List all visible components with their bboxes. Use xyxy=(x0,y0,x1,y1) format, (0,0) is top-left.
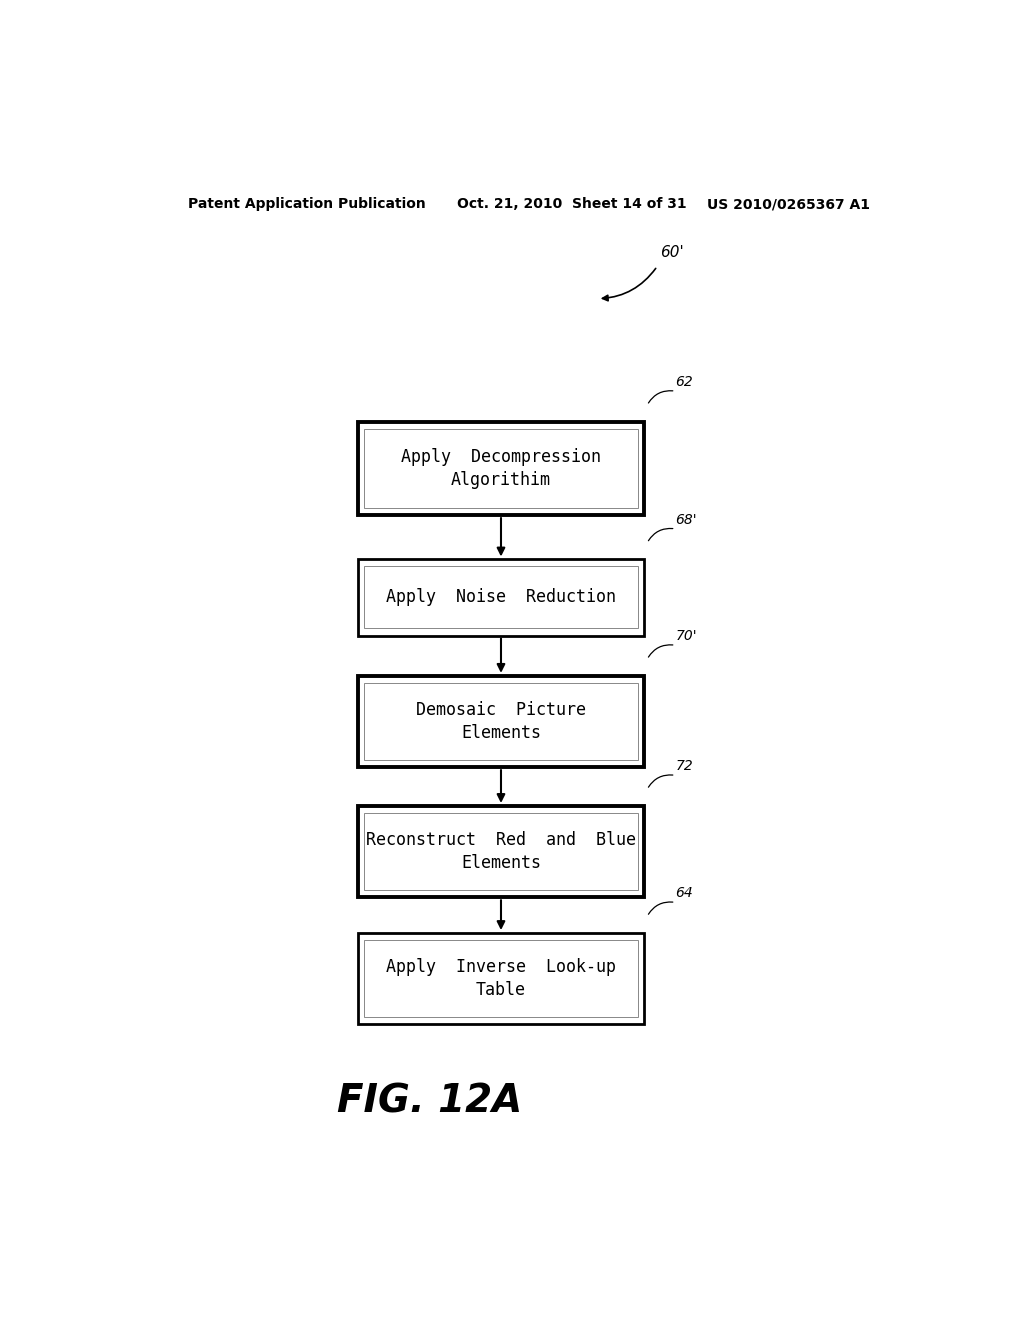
Bar xyxy=(364,682,638,760)
Text: Apply  Inverse  Look-up: Apply Inverse Look-up xyxy=(386,958,616,977)
Bar xyxy=(358,676,644,767)
Bar xyxy=(358,560,644,636)
Text: Table: Table xyxy=(476,981,526,999)
Text: 62: 62 xyxy=(676,375,693,389)
Text: US 2010/0265367 A1: US 2010/0265367 A1 xyxy=(708,197,870,211)
Bar xyxy=(364,940,638,1018)
Bar xyxy=(364,566,638,628)
Text: Apply  Decompression: Apply Decompression xyxy=(401,449,601,466)
Bar xyxy=(358,421,644,515)
Text: 72: 72 xyxy=(676,759,693,774)
Text: Apply  Noise  Reduction: Apply Noise Reduction xyxy=(386,589,616,606)
Text: 64: 64 xyxy=(676,886,693,900)
Text: Elements: Elements xyxy=(461,854,541,871)
Text: 70': 70' xyxy=(676,630,697,643)
Bar xyxy=(358,933,644,1024)
Bar xyxy=(358,805,644,898)
Text: Demosaic  Picture: Demosaic Picture xyxy=(416,701,586,719)
Text: Oct. 21, 2010  Sheet 14 of 31: Oct. 21, 2010 Sheet 14 of 31 xyxy=(458,197,687,211)
Text: Elements: Elements xyxy=(461,723,541,742)
Text: Algorithim: Algorithim xyxy=(451,471,551,488)
Text: 60': 60' xyxy=(659,246,683,260)
Text: Reconstruct  Red  and  Blue: Reconstruct Red and Blue xyxy=(366,832,636,849)
Text: Patent Application Publication: Patent Application Publication xyxy=(187,197,425,211)
Bar xyxy=(364,429,638,508)
Text: 68': 68' xyxy=(676,513,697,527)
Text: FIG. 12A: FIG. 12A xyxy=(337,1082,522,1121)
Bar xyxy=(364,813,638,890)
